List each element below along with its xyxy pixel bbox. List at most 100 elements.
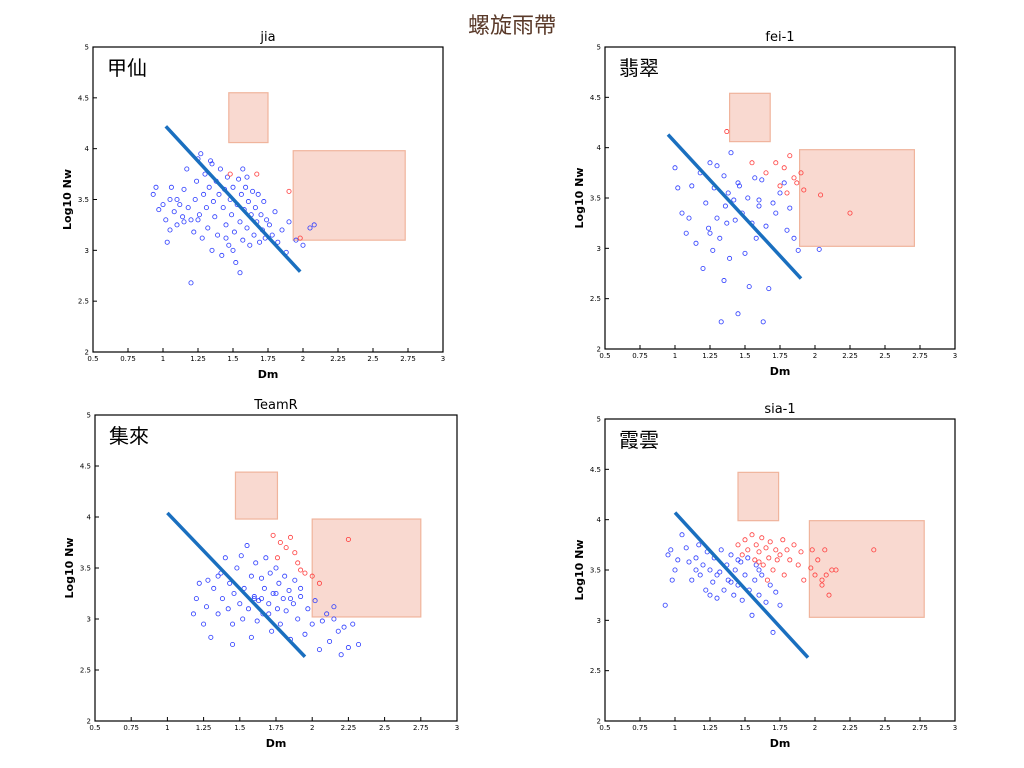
threshold-box — [311, 518, 422, 618]
y-axis-label: Log10 Nw — [63, 538, 76, 599]
data-point — [319, 618, 325, 624]
data-point — [205, 577, 211, 583]
data-point — [269, 628, 275, 634]
station-label: 甲仙 — [107, 56, 147, 80]
data-point — [279, 227, 285, 233]
data-point — [714, 215, 720, 221]
data-point — [668, 547, 674, 553]
data-point — [248, 573, 254, 579]
x-tick-label: 1.25 — [196, 724, 212, 732]
data-point — [286, 219, 292, 225]
data-point — [251, 232, 257, 238]
data-point — [276, 580, 282, 586]
data-point — [263, 555, 269, 561]
data-point — [292, 577, 298, 583]
data-point — [686, 215, 692, 221]
data-point — [752, 577, 758, 583]
data-point — [302, 631, 308, 637]
data-point — [237, 270, 243, 276]
data-point — [727, 255, 733, 261]
data-point — [707, 567, 713, 573]
data-point — [180, 214, 186, 220]
data-point — [211, 585, 217, 591]
data-point — [227, 171, 233, 177]
data-point — [745, 195, 751, 201]
x-axis-label: Dm — [258, 368, 279, 381]
data-point — [728, 552, 734, 558]
y-tick-label: 2.5 — [78, 298, 89, 306]
data-point — [215, 573, 221, 579]
data-point — [252, 205, 258, 211]
data-point — [341, 624, 347, 630]
data-point — [324, 611, 330, 617]
data-point — [174, 222, 180, 228]
data-point — [298, 585, 304, 591]
data-point — [163, 217, 169, 223]
data-point — [309, 621, 315, 627]
data-point — [675, 557, 681, 563]
data-point — [251, 596, 257, 602]
data-point — [327, 638, 333, 644]
data-point — [759, 535, 765, 541]
data-point — [266, 611, 272, 617]
data-point — [700, 265, 706, 271]
x-axis-label: Dm — [770, 737, 791, 750]
data-point — [293, 237, 299, 243]
data-point — [292, 550, 298, 556]
data-point — [261, 585, 267, 591]
data-point — [703, 200, 709, 206]
data-point — [167, 196, 173, 202]
x-tick-label: 2.75 — [400, 355, 416, 363]
x-tick-label: 1 — [673, 724, 677, 732]
data-point — [311, 222, 317, 228]
data-point — [760, 319, 766, 325]
data-point — [300, 242, 306, 248]
data-point — [202, 171, 208, 177]
x-tick-label: 1.5 — [739, 724, 750, 732]
y-axis-label: Log10 Nw — [61, 169, 74, 230]
data-point — [243, 184, 249, 190]
data-point — [208, 158, 214, 164]
y-tick-label: 4 — [597, 144, 602, 152]
data-point — [283, 608, 289, 614]
x-tick-label: 1.5 — [234, 724, 245, 732]
data-point — [156, 207, 162, 213]
data-point — [261, 199, 267, 205]
x-tick-label: 1.75 — [772, 724, 788, 732]
data-point — [199, 235, 205, 241]
data-point — [731, 197, 737, 203]
data-point — [791, 542, 797, 548]
data-point — [331, 616, 337, 622]
data-point — [196, 212, 202, 218]
data-point — [277, 621, 283, 627]
chart-panel-teamr: TeamR 集來 0.5 0.75 1 1.25 1.5 1.75 2 2.25 2.5 2.75 3 2… — [52, 393, 472, 763]
data-point — [212, 214, 218, 220]
data-point — [240, 166, 246, 172]
data-point — [224, 174, 230, 180]
data-point — [781, 180, 787, 186]
data-point — [774, 557, 780, 563]
data-point — [298, 594, 304, 600]
data-point — [280, 596, 286, 602]
data-point — [766, 286, 772, 292]
data-point — [871, 547, 877, 553]
data-point — [787, 205, 793, 211]
data-point — [188, 280, 194, 286]
scatter-chart: sia-1 霞雲 0.5 0.75 1 1.25 1.5 1.75 2 2.25 2.5 2.75 3 2… — [573, 402, 957, 750]
station-label: 霞雲 — [619, 428, 659, 452]
y-tick-label: 4.5 — [78, 94, 89, 102]
data-point — [345, 645, 351, 651]
data-point — [274, 606, 280, 612]
y-tick-label: 4.5 — [590, 94, 601, 102]
data-point — [717, 235, 723, 241]
data-point — [823, 572, 829, 578]
x-tick-label: 2.25 — [842, 724, 858, 732]
data-point — [756, 203, 762, 209]
data-point — [749, 160, 755, 166]
data-point — [168, 184, 174, 190]
data-point — [818, 192, 824, 198]
data-point — [219, 596, 225, 602]
data-point — [245, 606, 251, 612]
data-point — [185, 205, 191, 211]
data-point — [190, 611, 196, 617]
